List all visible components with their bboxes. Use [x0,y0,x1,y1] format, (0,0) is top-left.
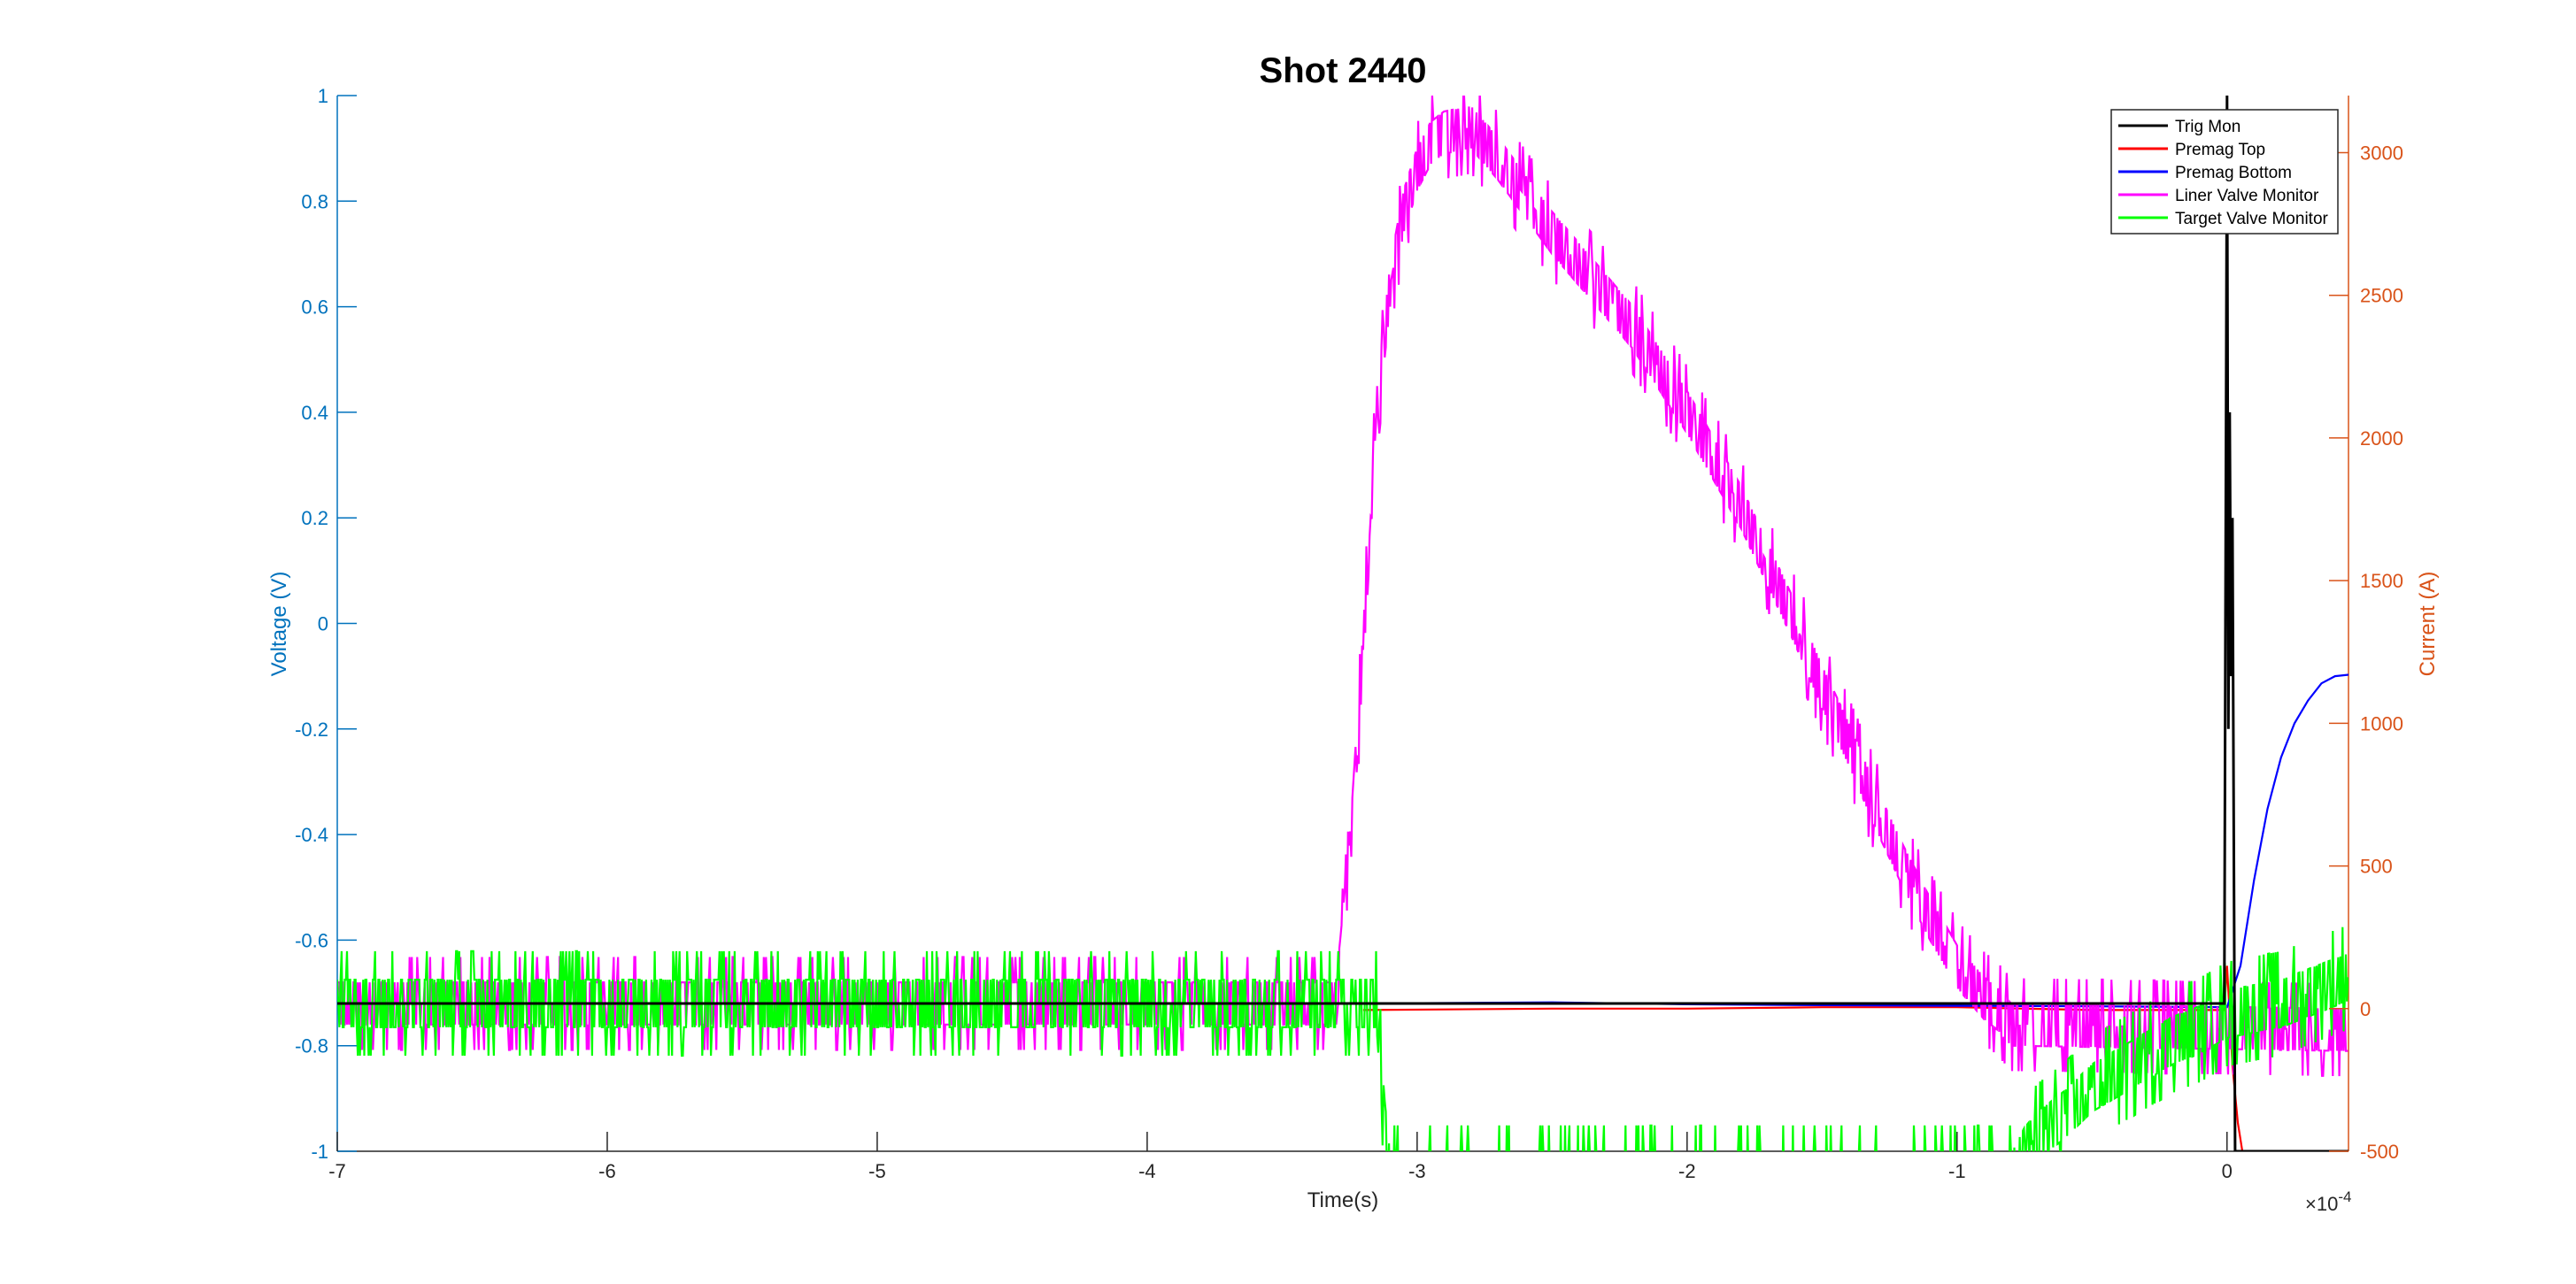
legend-entry-label: Premag Bottom [2175,164,2292,182]
series-premag-bottom [1362,673,2348,1009]
legend-entry-label: Liner Valve Monitor [2175,187,2319,205]
y-axis-left-label: Voltage (V) [267,572,291,677]
x-axis-exponent: ×10-4 [2305,1188,2351,1215]
legend-entry-label: Target Valve Monitor [2175,210,2329,228]
y-left-tick-label: -0.4 [295,824,328,846]
series-layer [337,96,2348,1151]
x-tick-label: -3 [1408,1160,1426,1182]
y-left-tick-label: 0 [318,613,328,635]
chart-title: Shot 2440 [1260,51,1427,90]
y-right-tick-label: 0 [2360,998,2371,1020]
x-tick-label: -4 [1138,1160,1156,1182]
x-axis-exponent-base: ×10 [2305,1193,2338,1215]
y-right-tick-label: -500 [2360,1141,2399,1163]
y-axis-right-label: Current (A) [2416,572,2440,677]
right-axis-ticks: 3000 2500 2000 1500 1000 500 0 -500 [2329,142,2403,1163]
x-axis-exponent-power: -4 [2338,1188,2351,1205]
y-left-tick-label: -0.6 [295,929,328,951]
y-right-tick-label: 2000 [2360,427,2403,450]
x-tick-label: -1 [1948,1160,1966,1182]
x-tick-label: -7 [328,1160,346,1182]
y-left-tick-label: -0.2 [295,719,328,741]
series-trig-mon [337,96,2348,1151]
y-left-tick-label: 0.8 [301,190,328,212]
y-right-tick-label: 1500 [2360,570,2403,592]
left-axis-ticks: 1 0.8 0.6 0.4 0.2 0 -0.2 -0.4 -0.6 -0.8 -1 [295,85,357,1163]
legend: Trig Mon Premag Top Premag Bottom Liner Val… [2110,109,2339,235]
y-right-tick-label: 3000 [2360,142,2403,164]
x-tick-label: -5 [868,1160,886,1182]
y-left-tick-label: 0.2 [301,507,328,529]
x-axis-ticks: -7 -6 -5 -4 -3 -2 -1 0 [328,1132,2233,1182]
y-left-tick-label: -0.8 [295,1035,328,1057]
y-left-tick-label: 1 [318,85,328,107]
x-tick-label: -6 [598,1160,616,1182]
y-left-tick-label: 0.4 [301,402,328,424]
y-right-tick-label: 2500 [2360,285,2403,307]
y-left-tick-label: -1 [311,1141,328,1163]
legend-entry-label: Trig Mon [2175,118,2241,136]
x-tick-label: 0 [2222,1160,2233,1182]
y-right-tick-label: 500 [2360,856,2393,878]
series-liner-valve-monitor [337,96,2348,1077]
series-target-valve-monitor [337,926,2348,1151]
x-tick-label: -2 [1678,1160,1696,1182]
x-axis-label: Time(s) [1307,1188,1378,1212]
y-left-tick-label: 0.6 [301,296,328,319]
legend-entry-label: Premag Top [2175,141,2265,159]
y-right-tick-label: 1000 [2360,712,2403,734]
